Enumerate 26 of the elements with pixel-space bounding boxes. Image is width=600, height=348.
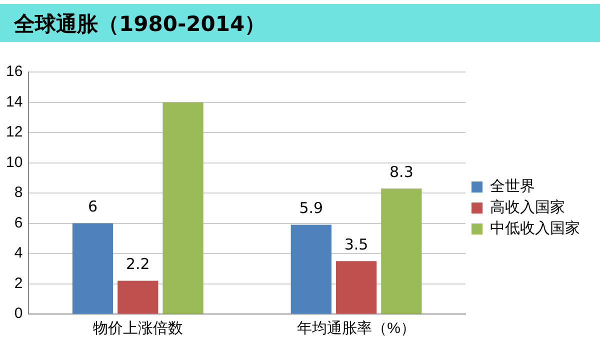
y-tick-label: 2 bbox=[14, 274, 23, 292]
y-tick-label: 16 bbox=[6, 63, 23, 80]
y-tick-label: 8 bbox=[14, 184, 23, 202]
bar bbox=[118, 280, 158, 314]
bar bbox=[72, 223, 114, 314]
y-tick-label: 0 bbox=[14, 305, 23, 322]
x-tick-label: 年均通胀率（%） bbox=[297, 320, 416, 338]
data-label: 2.2 bbox=[126, 255, 150, 274]
data-label: 8.3 bbox=[390, 162, 414, 181]
legend-label: 高收入国家 bbox=[490, 198, 565, 216]
y-tick-label: 4 bbox=[14, 244, 23, 262]
chart-title: 全球通胀（1980-2014） bbox=[0, 4, 600, 42]
data-label: 3.5 bbox=[344, 235, 368, 254]
y-tick-label: 10 bbox=[6, 154, 23, 171]
y-tick-label: 14 bbox=[6, 93, 23, 110]
y-tick-label: 12 bbox=[6, 124, 23, 141]
legend-label: 全世界 bbox=[490, 176, 535, 195]
data-label: 5.9 bbox=[299, 199, 324, 218]
data-label: 6 bbox=[88, 198, 98, 216]
bar bbox=[336, 261, 377, 314]
y-tick-label: 6 bbox=[14, 214, 23, 232]
bar bbox=[381, 188, 422, 314]
bar bbox=[290, 224, 332, 314]
x-tick-label: 物价上涨倍数 bbox=[92, 320, 183, 338]
legend-label: 中低收入国家 bbox=[490, 218, 580, 237]
bar bbox=[162, 102, 204, 314]
